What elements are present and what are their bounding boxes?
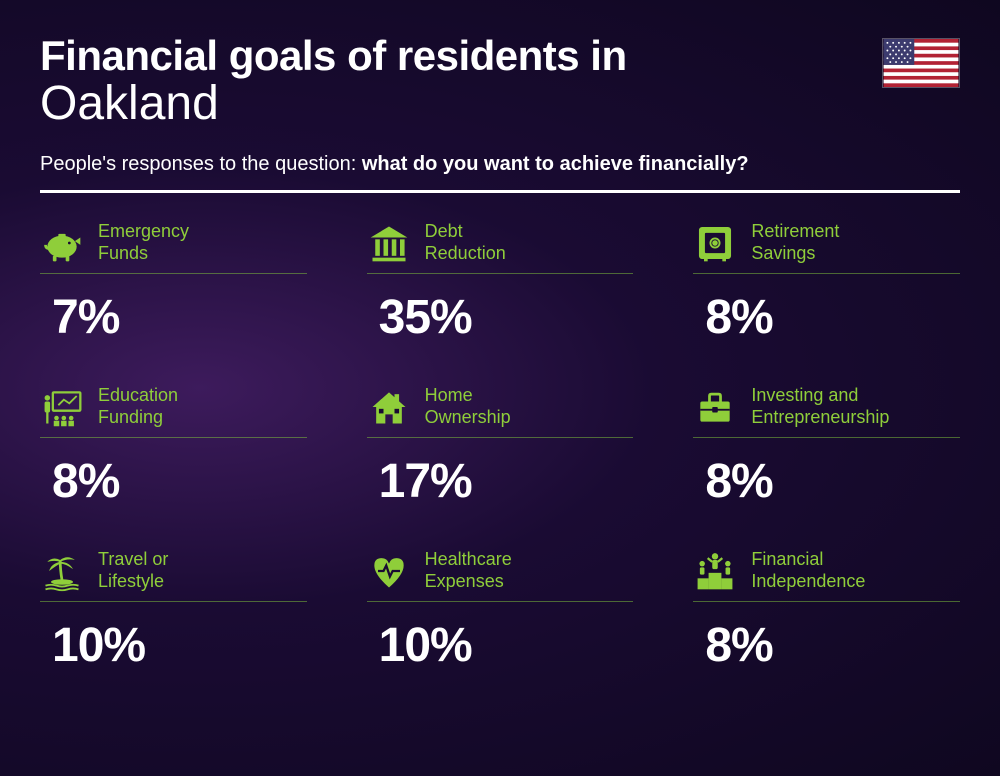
item-label: DebtReduction <box>425 221 506 264</box>
item-value: 10% <box>379 618 634 673</box>
header: Financial goals of residents in Oakland … <box>40 32 960 176</box>
item-label: FinancialIndependence <box>751 549 865 592</box>
item-label: RetirementSavings <box>751 221 839 264</box>
item-home-ownership: HomeOwnership 17% <box>367 385 634 509</box>
item-head: FinancialIndependence <box>693 549 960 602</box>
item-value: 8% <box>705 618 960 673</box>
item-value: 8% <box>705 454 960 509</box>
briefcase-icon <box>693 385 737 429</box>
item-label: EducationFunding <box>98 385 178 428</box>
item-label: Travel orLifestyle <box>98 549 168 592</box>
item-travel-lifestyle: Travel orLifestyle 10% <box>40 549 307 673</box>
palm-icon <box>40 549 84 593</box>
item-head: EducationFunding <box>40 385 307 438</box>
bank-icon <box>367 221 411 265</box>
items-grid: EmergencyFunds 7% DebtReduction 35% Reti… <box>40 221 960 673</box>
item-label: HealthcareExpenses <box>425 549 512 592</box>
item-emergency-funds: EmergencyFunds 7% <box>40 221 307 345</box>
item-head: HealthcareExpenses <box>367 549 634 602</box>
usa-flag-icon <box>882 38 960 88</box>
item-education-funding: EducationFunding 8% <box>40 385 307 509</box>
heart-pulse-icon <box>367 549 411 593</box>
subtitle-bold: what do you want to achieve financially? <box>362 153 749 175</box>
item-value: 17% <box>379 454 634 509</box>
podium-icon <box>693 549 737 593</box>
house-icon <box>367 385 411 429</box>
title-prefix: Financial goals of residents in <box>40 32 960 80</box>
presentation-icon <box>40 385 84 429</box>
item-head: Travel orLifestyle <box>40 549 307 602</box>
item-head: RetirementSavings <box>693 221 960 274</box>
title-city: Oakland <box>40 76 960 131</box>
item-financial-independence: FinancialIndependence 8% <box>693 549 960 673</box>
item-value: 7% <box>52 290 307 345</box>
item-head: Investing andEntrepreneurship <box>693 385 960 438</box>
item-head: EmergencyFunds <box>40 221 307 274</box>
item-label: EmergencyFunds <box>98 221 189 264</box>
divider <box>40 190 960 193</box>
piggy-bank-icon <box>40 221 84 265</box>
item-head: HomeOwnership <box>367 385 634 438</box>
item-value: 10% <box>52 618 307 673</box>
item-investing: Investing andEntrepreneurship 8% <box>693 385 960 509</box>
item-head: DebtReduction <box>367 221 634 274</box>
item-label: HomeOwnership <box>425 385 511 428</box>
item-value: 8% <box>52 454 307 509</box>
safe-icon <box>693 221 737 265</box>
item-healthcare: HealthcareExpenses 10% <box>367 549 634 673</box>
item-value: 35% <box>379 290 634 345</box>
item-retirement-savings: RetirementSavings 8% <box>693 221 960 345</box>
item-label: Investing andEntrepreneurship <box>751 385 889 428</box>
item-value: 8% <box>705 290 960 345</box>
subtitle: People's responses to the question: what… <box>40 153 960 176</box>
item-debt-reduction: DebtReduction 35% <box>367 221 634 345</box>
subtitle-plain: People's responses to the question: <box>40 153 362 175</box>
